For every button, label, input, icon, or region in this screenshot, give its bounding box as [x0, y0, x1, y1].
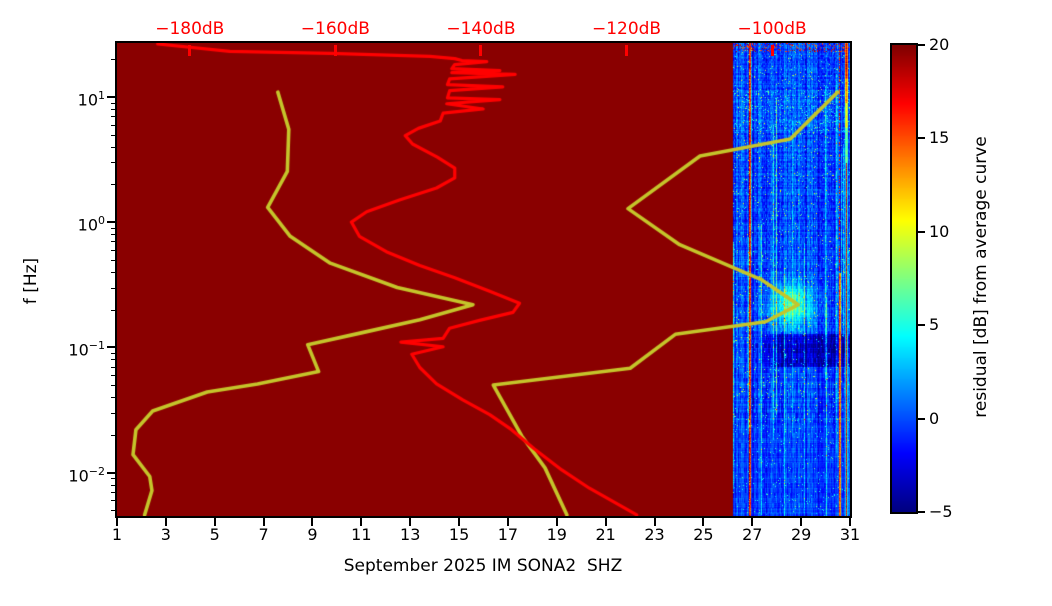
y-minor-tick-mark	[111, 59, 115, 61]
top-db-tick-mark	[188, 45, 192, 56]
y-axis-label: f [Hz]	[21, 257, 41, 305]
colorbar-tick-label: 10	[929, 221, 950, 241]
x-tick-mark	[409, 518, 412, 526]
x-tick-mark	[262, 518, 265, 526]
colorbar-tick-label: 0	[929, 408, 940, 428]
x-tick-label: 21	[595, 525, 616, 544]
spectrogram-plot-area	[117, 43, 850, 516]
x-tick-label: 3	[160, 525, 171, 544]
y-minor-tick-mark	[111, 385, 115, 387]
x-tick-mark	[702, 518, 705, 526]
colorbar-tick-label: −5	[929, 502, 953, 521]
y-minor-tick-mark	[111, 434, 115, 436]
y-minor-tick-mark	[111, 241, 115, 243]
colorbar-tick-mark	[918, 44, 925, 46]
y-minor-tick-mark	[111, 484, 115, 486]
colorbar-tick-mark	[918, 230, 925, 233]
y-minor-tick-mark	[111, 510, 115, 512]
x-tick-label: 19	[546, 525, 567, 544]
colorbar-tick-mark	[918, 511, 925, 513]
x-tick-mark	[604, 518, 607, 526]
colorbar-tick-label: 20	[929, 35, 950, 54]
y-tick-label: 10−1	[68, 339, 105, 360]
colorbar-gradient	[892, 45, 916, 512]
colorbar-tick-label: 15	[929, 128, 950, 148]
x-tick-mark	[311, 518, 314, 526]
x-tick-label: 5	[209, 525, 220, 544]
top-db-tick-mark	[479, 45, 483, 56]
colorbar-tick-mark	[918, 137, 925, 140]
top-db-tick-label: −140dB	[446, 19, 516, 39]
y-tick-mark	[107, 346, 115, 349]
top-db-tick-label: −180dB	[155, 19, 225, 39]
y-minor-tick-mark	[111, 375, 115, 377]
y-minor-tick-mark	[111, 491, 115, 493]
y-minor-tick-mark	[111, 259, 115, 261]
x-tick-label: 15	[448, 525, 470, 544]
x-tick-label: 31	[839, 525, 861, 544]
y-tick-mark	[107, 95, 115, 98]
colorbar-tick-label: 5	[929, 315, 940, 335]
x-tick-label: 9	[307, 525, 318, 544]
y-minor-tick-mark	[111, 234, 115, 236]
y-minor-tick-mark	[111, 108, 115, 110]
colorbar-tick-mark	[918, 417, 925, 420]
y-minor-tick-mark	[111, 271, 115, 273]
top-db-tick-label: −120dB	[591, 19, 662, 39]
x-tick-mark	[213, 518, 216, 526]
x-tick-mark	[458, 518, 461, 526]
y-minor-tick-mark	[111, 500, 115, 502]
y-minor-tick-mark	[111, 134, 115, 136]
y-minor-tick-mark	[111, 353, 115, 355]
y-tick-mark	[107, 471, 115, 474]
y-minor-tick-mark	[111, 366, 115, 368]
x-tick-mark	[800, 518, 803, 526]
colorbar-label: residual [dB] from average curve	[971, 136, 991, 418]
x-tick-mark	[164, 518, 167, 526]
y-tick-mark	[107, 221, 115, 224]
y-minor-tick-mark	[111, 162, 115, 164]
x-tick-label: 17	[497, 525, 519, 544]
y-tick-label: 101	[77, 88, 105, 110]
x-tick-label: 25	[693, 525, 714, 544]
x-tick-label: 13	[400, 525, 421, 544]
y-minor-tick-mark	[111, 478, 115, 480]
y-minor-tick-mark	[111, 309, 115, 311]
y-minor-tick-mark	[111, 287, 115, 289]
y-minor-tick-mark	[111, 146, 115, 148]
y-minor-tick-mark	[111, 184, 115, 186]
y-minor-tick-mark	[111, 359, 115, 361]
y-minor-tick-mark	[111, 249, 115, 251]
top-db-tick-label: −100dB	[737, 19, 807, 39]
x-tick-mark	[849, 518, 851, 526]
top-db-tick-label: −160dB	[300, 19, 370, 39]
x-tick-mark	[360, 518, 363, 526]
x-tick-mark	[653, 518, 656, 526]
y-tick-label: 100	[77, 214, 105, 235]
x-tick-mark	[751, 518, 754, 526]
y-tick-label: 10−2	[68, 464, 105, 485]
colorbar-border	[890, 43, 918, 514]
y-minor-tick-mark	[111, 124, 115, 126]
x-tick-label: 27	[742, 525, 763, 544]
x-tick-mark	[555, 518, 558, 526]
x-tick-label: 23	[644, 525, 665, 544]
top-db-tick-mark	[333, 45, 337, 56]
x-axis-label: September 2025 IM SONA2 SHZ	[343, 556, 623, 576]
x-tick-label: 7	[258, 525, 269, 544]
y-minor-tick-mark	[111, 412, 115, 414]
y-minor-tick-mark	[111, 227, 115, 229]
x-tick-mark	[116, 518, 118, 526]
y-minor-tick-mark	[111, 397, 115, 399]
top-db-tick-mark	[770, 45, 774, 56]
top-db-tick-mark	[625, 45, 629, 56]
colorbar-tick-mark	[918, 324, 925, 327]
x-tick-mark	[506, 518, 509, 526]
y-minor-tick-mark	[111, 116, 115, 118]
y-minor-tick-mark	[111, 102, 115, 104]
x-tick-label: 1	[111, 525, 123, 544]
x-tick-label: 11	[351, 525, 372, 544]
x-tick-label: 29	[790, 525, 812, 544]
